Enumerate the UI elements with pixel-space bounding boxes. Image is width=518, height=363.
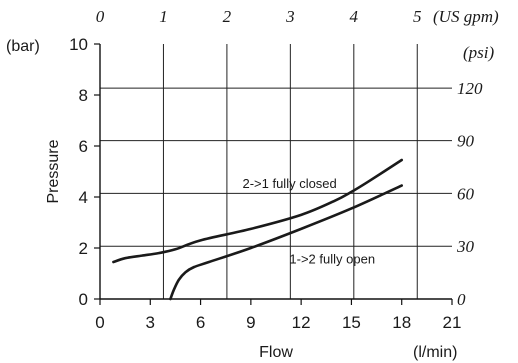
annotation-fully-open: 1->2 fully open [289,251,375,266]
y-tick-label: 10 [69,35,88,54]
right-tick-label: 30 [456,237,475,256]
x-tick-label: 6 [196,313,205,332]
series-line-fully-open [169,184,404,301]
y-tick-label: 6 [79,137,88,156]
top-tick-label: 5 [413,7,422,26]
right-tick-label: 0 [457,290,466,309]
label-layer: Pressure (bar) Flow (l/min) (US gpm) (ps… [6,7,499,361]
x-axis-unit: (l/min) [413,344,457,361]
x-tick-label: 3 [146,313,155,332]
grid-layer [99,44,452,300]
y-tick-label: 4 [79,188,88,207]
x-tick-label: 0 [95,313,104,332]
y-axis-label: Pressure [45,139,62,203]
x-tick-label: 12 [292,313,311,332]
y-tick-label: 0 [79,290,88,309]
x-axis-label: Flow [259,344,293,361]
y-tick-label: 2 [79,239,88,258]
x-tick-label: 15 [342,313,361,332]
right-tick-label: 90 [457,132,475,151]
right-tick-label: 60 [457,184,475,203]
top-tick-label: 0 [96,7,105,26]
top-tick-label: 2 [223,7,232,26]
top-tick-label: 1 [159,7,168,26]
right-tick-label: 120 [457,79,483,98]
top-tick-label: 4 [350,7,359,26]
series-layer [112,158,404,301]
top-tick-label: 3 [285,7,295,26]
top-axis-unit: (US gpm) [433,7,499,26]
right-axis-unit: (psi) [463,43,495,62]
x-tick-label: 18 [392,313,411,332]
y-tick-label: 8 [79,86,88,105]
x-tick-label: 9 [246,313,255,332]
annotation-fully-closed: 2->1 fully closed [242,176,336,191]
y-axis-unit: (bar) [6,38,40,55]
x-tick-label: 21 [443,313,462,332]
series-line-fully-closed [112,158,404,264]
